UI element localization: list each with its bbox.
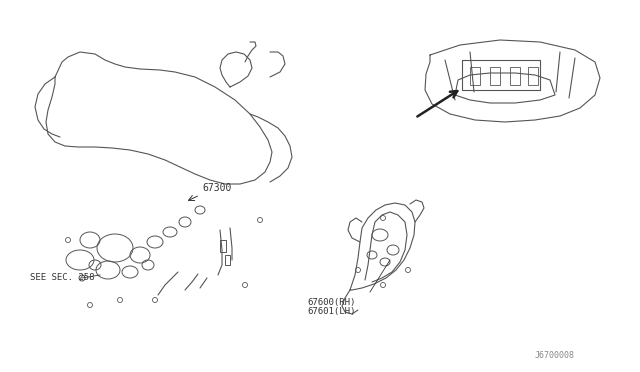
Text: 67300: 67300 (202, 183, 232, 193)
Bar (220, 240, 226, 252)
Bar (528, 67, 538, 85)
Text: 67600(RH): 67600(RH) (307, 298, 355, 307)
Bar (470, 67, 480, 85)
Text: J6700008: J6700008 (535, 351, 575, 360)
Bar (510, 67, 520, 85)
Text: SEE SEC. 258: SEE SEC. 258 (30, 273, 95, 282)
Bar (225, 255, 230, 265)
Bar (490, 67, 500, 85)
Text: 67601(LH): 67601(LH) (307, 307, 355, 316)
